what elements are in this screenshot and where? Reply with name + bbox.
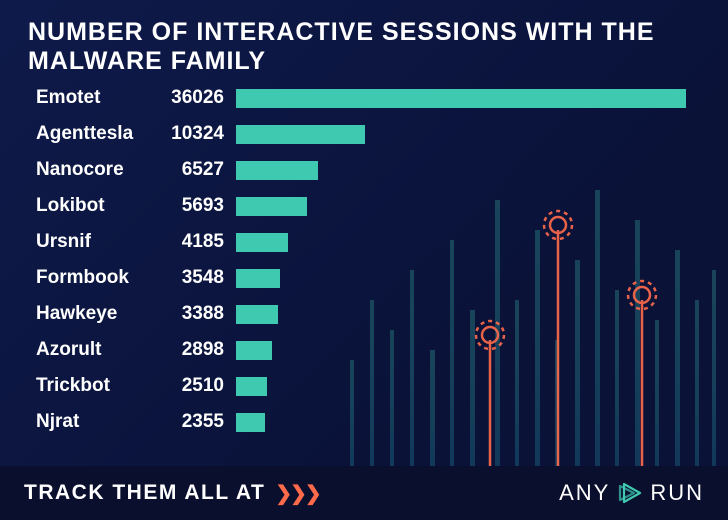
bar-label: Nanocore (36, 159, 166, 181)
bar-track (236, 89, 696, 108)
bar-fill (236, 125, 365, 144)
bar-track (236, 341, 696, 360)
bar-fill (236, 89, 686, 108)
bar-fill (236, 197, 307, 216)
bar-row: Emotet36026 (36, 80, 696, 116)
bar-label: Formbook (36, 267, 166, 289)
footer-left: TRACK THEM ALL AT ❯❯❯ (24, 481, 559, 506)
bar-value: 5693 (166, 195, 236, 217)
bar-label: Lokibot (36, 195, 166, 217)
bar-row: Trickbot2510 (36, 368, 696, 404)
bar-track (236, 233, 696, 252)
bar-value: 36026 (166, 87, 236, 109)
bar-fill (236, 377, 267, 396)
bar-value: 3388 (166, 303, 236, 325)
chart-title: NUMBER OF INTERACTIVE SESSIONS WITH THE … (28, 18, 700, 76)
play-outline-icon (616, 479, 644, 507)
bar-row: Ursnif4185 (36, 224, 696, 260)
bar-value: 4185 (166, 231, 236, 253)
bar-label: Emotet (36, 87, 166, 109)
bar-track (236, 125, 696, 144)
bar-row: Azorult2898 (36, 332, 696, 368)
bar-track (236, 305, 696, 324)
bar-track (236, 413, 696, 432)
bar-value: 6527 (166, 159, 236, 181)
bar-fill (236, 233, 288, 252)
bar-label: Ursnif (36, 231, 166, 253)
brand-text-suffix: RUN (650, 480, 704, 506)
bar-value: 2510 (166, 375, 236, 397)
bar-fill (236, 305, 278, 324)
bar-fill (236, 413, 265, 432)
brand-text-prefix: ANY (559, 480, 610, 506)
bar-row: Agenttesla10324 (36, 116, 696, 152)
bar-track (236, 269, 696, 288)
bar-value: 2355 (166, 411, 236, 433)
chevrons-icon: ❯❯❯ (275, 481, 319, 506)
chart-container: NUMBER OF INTERACTIVE SESSIONS WITH THE … (0, 0, 728, 466)
bar-value: 2898 (166, 339, 236, 361)
bar-row: Formbook3548 (36, 260, 696, 296)
bar-fill (236, 341, 272, 360)
brand-logo: ANY RUN (559, 479, 704, 507)
bar-value: 3548 (166, 267, 236, 289)
bar-row: Lokibot5693 (36, 188, 696, 224)
footer-cta-text: TRACK THEM ALL AT (24, 481, 265, 505)
bar-fill (236, 161, 318, 180)
bar-label: Agenttesla (36, 123, 166, 145)
bar-label: Hawkeye (36, 303, 166, 325)
bar-label: Njrat (36, 411, 166, 433)
bar-track (236, 377, 696, 396)
bar-track (236, 197, 696, 216)
footer-bar: TRACK THEM ALL AT ❯❯❯ ANY RUN (0, 466, 728, 520)
bar-track (236, 161, 696, 180)
bar-row: Njrat2355 (36, 404, 696, 440)
bar-fill (236, 269, 280, 288)
bar-chart: Emotet36026Agenttesla10324Nanocore6527Lo… (36, 80, 696, 440)
bar-row: Hawkeye3388 (36, 296, 696, 332)
bar-value: 10324 (166, 123, 236, 145)
bar-row: Nanocore6527 (36, 152, 696, 188)
bar-label: Trickbot (36, 375, 166, 397)
bar-label: Azorult (36, 339, 166, 361)
